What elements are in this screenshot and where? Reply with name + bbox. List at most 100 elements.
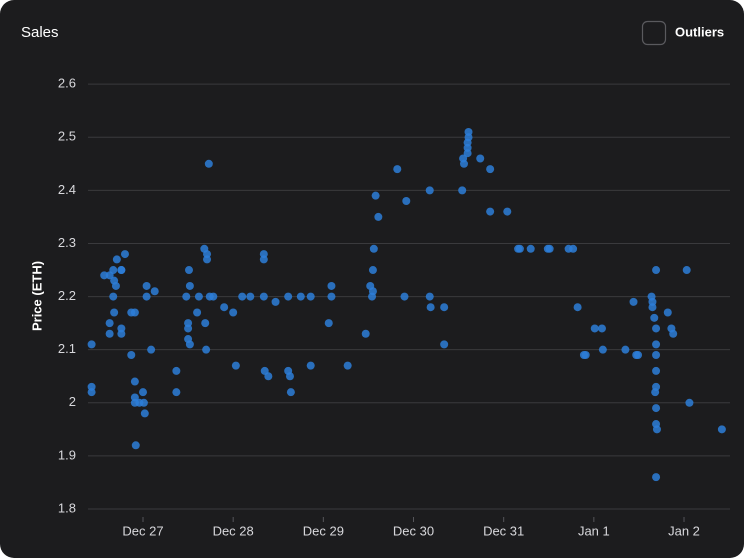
- y-axis-label: Price (ETH): [29, 261, 44, 331]
- point: [515, 244, 524, 253]
- point: [652, 324, 661, 333]
- point: [142, 292, 151, 301]
- point: [440, 303, 449, 312]
- point: [202, 345, 211, 354]
- point: [361, 329, 370, 338]
- point: [634, 350, 643, 359]
- point: [425, 186, 434, 195]
- point: [117, 266, 126, 275]
- point: [296, 292, 305, 301]
- point: [400, 292, 409, 301]
- point: [109, 292, 118, 301]
- point: [652, 266, 661, 275]
- point: [142, 281, 151, 290]
- point: [486, 165, 495, 174]
- x-tick-label: Jan 1: [578, 523, 610, 538]
- point: [569, 244, 578, 253]
- point: [209, 292, 218, 301]
- point: [458, 186, 467, 195]
- point: [172, 388, 181, 397]
- point: [526, 244, 535, 253]
- point: [652, 340, 661, 349]
- point: [127, 350, 136, 359]
- point: [87, 340, 96, 349]
- point: [368, 266, 377, 275]
- point: [259, 292, 268, 301]
- point: [597, 324, 606, 333]
- point: [130, 377, 139, 386]
- point: [464, 133, 473, 142]
- point: [369, 244, 378, 253]
- point: [204, 159, 213, 168]
- point: [130, 308, 139, 317]
- x-tick-label: Dec 31: [483, 523, 524, 538]
- x-tick-label: Jan 2: [668, 523, 700, 538]
- point: [581, 350, 590, 359]
- point: [201, 319, 210, 328]
- point: [460, 159, 469, 168]
- point: [120, 250, 129, 259]
- point: [717, 425, 726, 434]
- point: [476, 154, 485, 163]
- point: [669, 329, 678, 338]
- point: [112, 255, 121, 264]
- y-tick-label: 2.1: [58, 341, 76, 356]
- point: [425, 292, 434, 301]
- x-tick-label: Dec 29: [303, 523, 344, 538]
- point: [147, 345, 156, 354]
- point: [139, 388, 148, 397]
- point: [109, 266, 118, 275]
- point: [193, 308, 202, 317]
- point: [682, 266, 691, 275]
- point: [139, 398, 148, 407]
- point: [182, 292, 191, 301]
- y-tick-label: 2: [69, 394, 76, 409]
- point: [652, 473, 661, 482]
- point: [111, 281, 120, 290]
- x-tick-label: Dec 28: [213, 523, 254, 538]
- point: [203, 255, 212, 264]
- point: [621, 345, 630, 354]
- point: [271, 297, 280, 306]
- point: [259, 255, 268, 264]
- point: [685, 398, 694, 407]
- point: [324, 319, 333, 328]
- point: [663, 308, 672, 317]
- point: [652, 350, 661, 359]
- point: [590, 324, 599, 333]
- point: [306, 292, 315, 301]
- x-tick-label: Dec 30: [393, 523, 434, 538]
- point: [229, 308, 238, 317]
- point: [185, 281, 194, 290]
- outliers-label[interactable]: Outliers: [675, 24, 724, 39]
- point: [117, 329, 126, 338]
- y-tick-label: 1.8: [58, 500, 76, 515]
- y-tick-label: 2.4: [58, 182, 76, 197]
- point: [402, 196, 411, 205]
- point: [246, 292, 255, 301]
- point: [327, 281, 336, 290]
- point: [652, 366, 661, 375]
- y-tick-label: 2.3: [58, 235, 76, 250]
- outliers-checkbox[interactable]: [641, 20, 667, 46]
- point: [545, 244, 554, 253]
- point: [648, 303, 657, 312]
- point: [652, 425, 661, 434]
- point: [286, 388, 295, 397]
- point: [327, 292, 336, 301]
- point: [651, 388, 660, 397]
- point: [184, 324, 193, 333]
- point: [185, 340, 194, 349]
- point: [426, 303, 435, 312]
- y-tick-label: 2.6: [58, 76, 76, 91]
- point: [652, 404, 661, 413]
- point: [220, 303, 229, 312]
- point: [105, 319, 114, 328]
- point: [131, 441, 140, 450]
- point: [87, 388, 96, 397]
- x-tick-label: Dec 27: [122, 523, 163, 538]
- point: [150, 287, 159, 296]
- point: [110, 308, 119, 317]
